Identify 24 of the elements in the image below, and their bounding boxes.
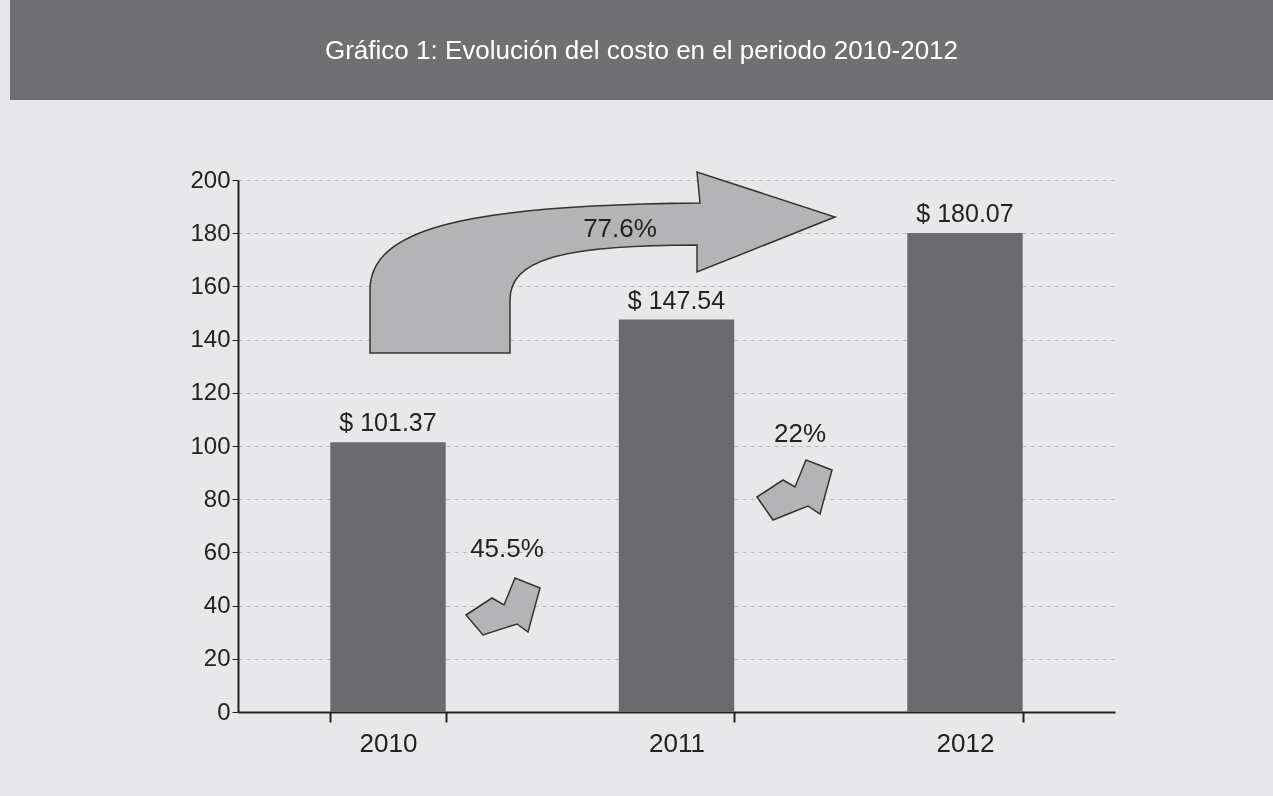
annotation: 77.6% bbox=[583, 212, 657, 244]
y-tick-label: 140 bbox=[190, 325, 231, 353]
annotation: 45.5% bbox=[470, 532, 544, 564]
y-tick-label: 20 bbox=[203, 644, 231, 672]
annotation: 22% bbox=[773, 417, 827, 449]
y-tick-label: 180 bbox=[190, 218, 231, 246]
bar bbox=[907, 233, 1023, 712]
y-tick-label: 100 bbox=[190, 431, 231, 459]
x-tick-label: 2010 bbox=[359, 727, 418, 758]
y-tick-label: 200 bbox=[190, 165, 231, 193]
bar bbox=[618, 319, 735, 712]
bar bbox=[330, 442, 446, 712]
data-label: $ 147.54 bbox=[627, 285, 726, 314]
chart-title: Gráfico 1: Evolución del costo en el periodo 2010-2012 bbox=[10, 0, 1273, 100]
data-label: $ 101.37 bbox=[339, 408, 437, 437]
x-tick-label: 2012 bbox=[936, 727, 995, 758]
y-tick-label: 120 bbox=[190, 378, 231, 406]
y-tick-label: 80 bbox=[203, 484, 231, 512]
y-tick-label: 60 bbox=[203, 537, 231, 565]
y-tick-label: 160 bbox=[190, 271, 231, 299]
x-tick-label: 2011 bbox=[649, 727, 705, 758]
data-label: $ 180.07 bbox=[916, 199, 1014, 228]
y-tick-label: 40 bbox=[203, 591, 231, 619]
y-tick-label: 0 bbox=[217, 697, 231, 725]
